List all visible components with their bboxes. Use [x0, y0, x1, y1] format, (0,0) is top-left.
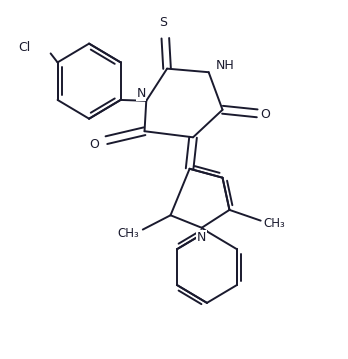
- Text: CH₃: CH₃: [117, 227, 139, 241]
- Text: NH: NH: [216, 59, 235, 71]
- Text: S: S: [160, 17, 168, 29]
- Text: CH₃: CH₃: [264, 216, 285, 230]
- Text: O: O: [260, 108, 270, 121]
- Text: N: N: [136, 87, 146, 100]
- Text: O: O: [89, 138, 99, 151]
- Text: N: N: [197, 231, 206, 244]
- Text: Cl: Cl: [18, 41, 30, 54]
